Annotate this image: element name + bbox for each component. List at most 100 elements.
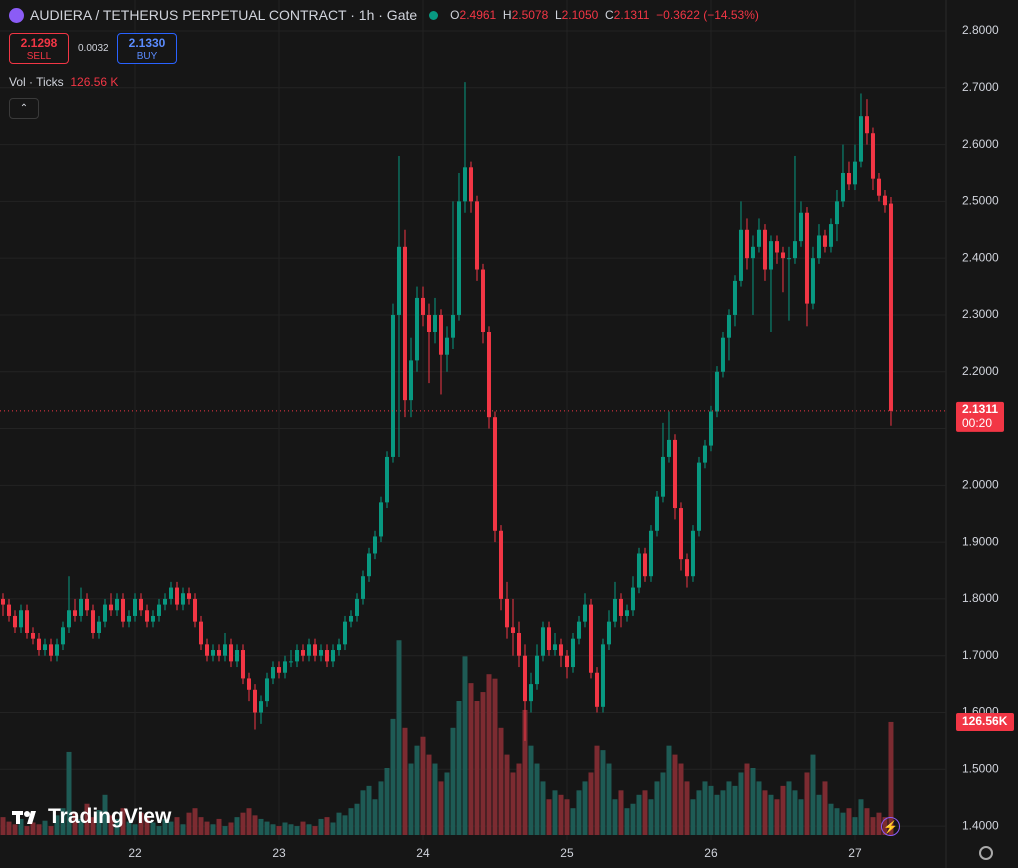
candle-body xyxy=(864,116,869,134)
volume-bar xyxy=(384,768,390,835)
candle-body xyxy=(846,172,851,185)
volume-value: 126.56 K xyxy=(70,75,119,89)
buy-price: 2.1330 xyxy=(128,36,166,50)
candle-body xyxy=(66,610,71,628)
last-volume-label: 126.56K xyxy=(962,714,1008,728)
volume-bar xyxy=(30,822,36,835)
volume-legend: Vol · Ticks 126.56 K xyxy=(9,75,118,89)
candle-body xyxy=(180,593,185,605)
candle-body xyxy=(168,587,173,599)
candle-body xyxy=(768,241,773,270)
h-value: 2.5078 xyxy=(511,8,549,22)
volume-bar xyxy=(702,781,708,835)
candle-body xyxy=(60,627,65,645)
candle-body xyxy=(450,314,455,338)
volume-bar xyxy=(606,763,612,835)
candle-body xyxy=(720,337,725,372)
candle-body xyxy=(234,650,239,662)
candle-body xyxy=(816,235,821,259)
volume-bar xyxy=(150,822,156,835)
symbol-header: AUDIERA / TETHERUS PERPETUAL CONTRACT · … xyxy=(9,7,759,23)
candle-body xyxy=(186,593,191,599)
candle-body xyxy=(504,598,509,628)
candle-body xyxy=(684,559,689,577)
candle-body xyxy=(858,116,863,162)
volume-bar xyxy=(192,808,198,835)
candle-body xyxy=(12,615,17,628)
candle-body xyxy=(102,604,107,622)
o-key: O xyxy=(450,8,460,22)
candle-body xyxy=(636,553,641,588)
candle-body xyxy=(744,229,749,259)
candle-body xyxy=(756,229,761,247)
volume-bar xyxy=(714,794,720,835)
y-tick-label: 2.3000 xyxy=(962,307,999,321)
candle-body xyxy=(810,258,815,304)
volume-bar xyxy=(798,799,804,835)
volume-bar xyxy=(786,781,792,835)
volume-bar xyxy=(498,727,504,835)
candle-body xyxy=(108,604,113,611)
volume-bar xyxy=(372,799,378,835)
y-tick-label: 2.5000 xyxy=(962,194,999,208)
volume-bar xyxy=(78,818,84,835)
volume-bar xyxy=(0,817,6,835)
settings-icon[interactable] xyxy=(979,846,993,860)
candle-body xyxy=(660,456,665,497)
volume-bar xyxy=(456,701,462,835)
collapse-button[interactable]: ⌃ xyxy=(9,98,39,119)
sell-button[interactable]: 2.1298 SELL xyxy=(9,33,69,64)
volume-bar xyxy=(108,815,114,835)
candle-body xyxy=(162,598,167,605)
volume-bar xyxy=(672,754,678,835)
candle-body xyxy=(546,627,551,651)
candle-body xyxy=(732,280,737,315)
candle-body xyxy=(444,337,449,355)
volume-bar xyxy=(840,812,846,835)
volume-bar xyxy=(396,640,402,835)
symbol-title[interactable]: AUDIERA / TETHERUS PERPETUAL CONTRACT · … xyxy=(30,7,418,23)
ohlc: O2.4961 H2.5078 L2.1050 C2.1311 −0.3622 … xyxy=(450,8,759,22)
candle-body xyxy=(852,161,857,185)
candle-body xyxy=(540,627,545,656)
candle-body xyxy=(0,598,5,605)
candle-body xyxy=(270,667,275,679)
volume-bar xyxy=(270,824,276,835)
candle-body xyxy=(114,598,119,611)
volume-bar xyxy=(360,790,366,835)
buy-button[interactable]: 2.1330 BUY xyxy=(117,33,177,64)
candle-body xyxy=(6,604,11,616)
volume-bar xyxy=(6,821,12,835)
volume-bar xyxy=(768,794,774,835)
volume-bar xyxy=(852,817,858,835)
volume-bar xyxy=(432,763,438,835)
candle-body xyxy=(798,212,803,242)
volume-bar xyxy=(846,808,852,835)
volume-bar xyxy=(774,799,780,835)
volume-bar xyxy=(678,763,684,835)
candle-body xyxy=(612,598,617,622)
x-tick-label: 25 xyxy=(560,846,574,860)
volume-bar xyxy=(54,815,60,835)
alert-icon[interactable]: ⚡ xyxy=(881,817,900,836)
volume-bar xyxy=(228,822,234,835)
volume-bar xyxy=(810,754,816,835)
last-volume-box xyxy=(956,712,1014,731)
volume-bar xyxy=(510,772,516,835)
y-tick-label: 1.4000 xyxy=(962,818,999,832)
volume-bar xyxy=(636,794,642,835)
candle-body xyxy=(498,530,503,599)
volume-bar xyxy=(696,790,702,835)
candle-body xyxy=(84,598,89,611)
volume-bar xyxy=(630,803,636,835)
volume-bar xyxy=(324,817,330,835)
volume-bar xyxy=(66,751,72,835)
candle-body xyxy=(156,604,161,616)
c-value: 2.1311 xyxy=(613,8,650,22)
candle-body xyxy=(606,621,611,645)
candle-body xyxy=(516,632,521,656)
candle-body xyxy=(528,684,533,702)
candle-body xyxy=(48,644,53,656)
volume-bar xyxy=(240,812,246,835)
candle-body xyxy=(360,576,365,599)
